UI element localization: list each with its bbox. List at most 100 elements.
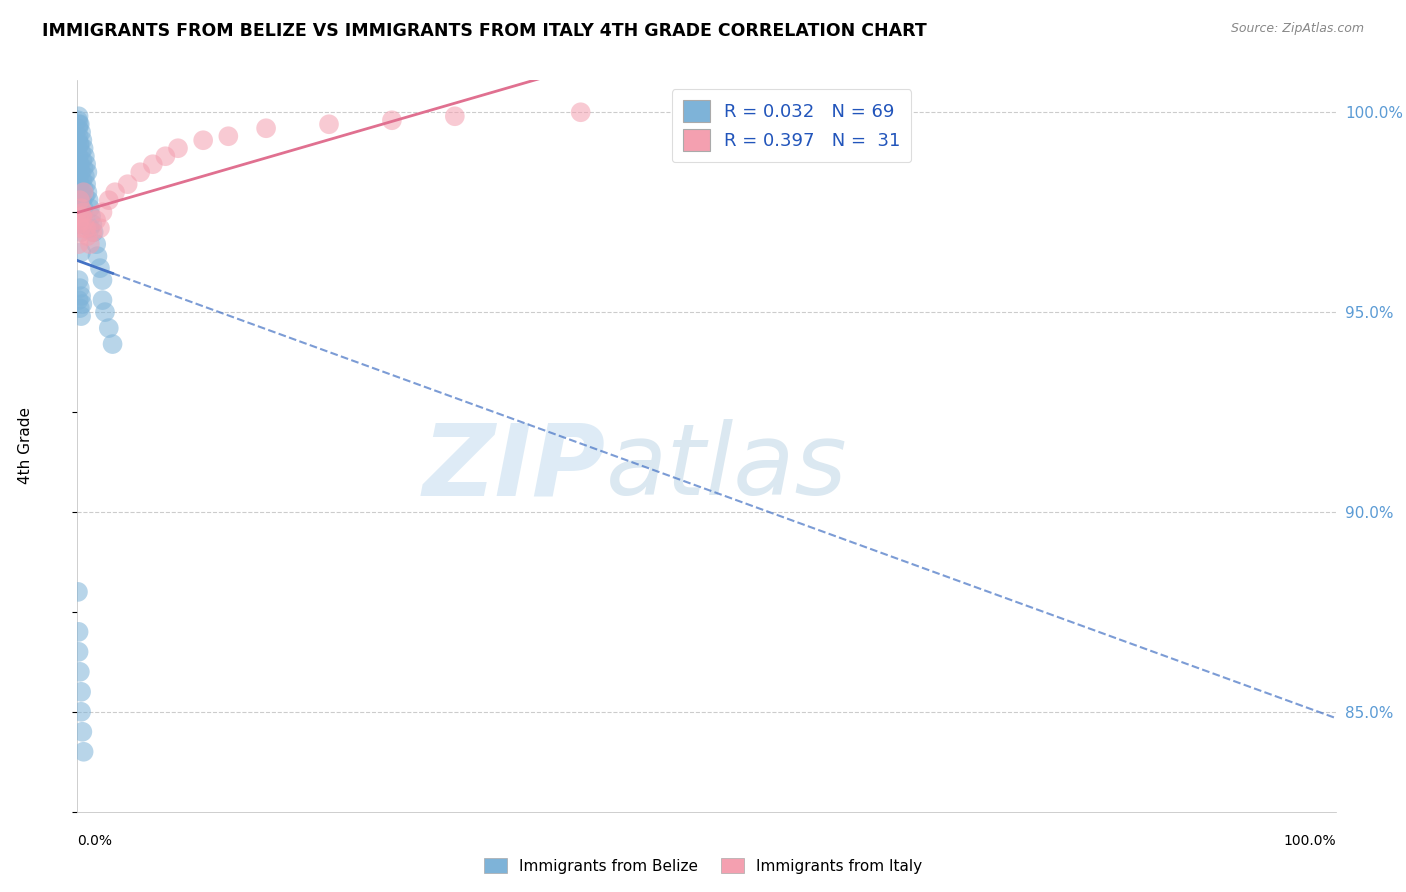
Point <box>72 209 94 223</box>
Point <box>318 117 340 131</box>
Point <box>79 201 101 215</box>
Point <box>67 109 90 123</box>
Point <box>70 125 93 139</box>
Point <box>67 217 90 231</box>
Point <box>101 337 124 351</box>
Point <box>79 221 101 235</box>
Point <box>82 225 104 239</box>
Point <box>67 137 90 152</box>
Point <box>69 213 91 227</box>
Point <box>73 213 96 227</box>
Point <box>70 685 93 699</box>
Point <box>72 181 94 195</box>
Point <box>69 157 91 171</box>
Point <box>69 665 91 679</box>
Point <box>69 178 91 192</box>
Point <box>104 185 127 199</box>
Point <box>191 133 215 147</box>
Point <box>73 149 96 163</box>
Point <box>70 309 93 323</box>
Point <box>80 209 103 223</box>
Point <box>76 185 98 199</box>
Point <box>94 305 117 319</box>
Point <box>77 193 100 207</box>
Point <box>72 201 94 215</box>
Point <box>66 585 89 599</box>
Text: 100.0%: 100.0% <box>1284 834 1336 848</box>
Point <box>69 301 91 315</box>
Point <box>117 178 139 192</box>
Point <box>69 137 91 152</box>
Point <box>444 109 467 123</box>
Point <box>72 297 94 311</box>
Point <box>167 141 190 155</box>
Point <box>66 113 89 128</box>
Point <box>69 281 91 295</box>
Point <box>67 645 90 659</box>
Point <box>97 321 120 335</box>
Text: 0.0%: 0.0% <box>77 834 112 848</box>
Text: Source: ZipAtlas.com: Source: ZipAtlas.com <box>1230 22 1364 36</box>
Point <box>91 205 114 219</box>
Point <box>70 145 93 160</box>
Point <box>67 129 90 144</box>
Point <box>97 193 120 207</box>
Point <box>69 193 91 207</box>
Text: atlas: atlas <box>606 419 848 516</box>
Point <box>84 213 107 227</box>
Point <box>72 185 94 199</box>
Point <box>67 293 90 307</box>
Point <box>69 217 91 231</box>
Point <box>70 245 93 260</box>
Point <box>70 201 93 215</box>
Text: IMMIGRANTS FROM BELIZE VS IMMIGRANTS FROM ITALY 4TH GRADE CORRELATION CHART: IMMIGRANTS FROM BELIZE VS IMMIGRANTS FRO… <box>42 22 927 40</box>
Point <box>217 129 239 144</box>
Point <box>67 169 90 184</box>
Point <box>89 261 111 276</box>
Point <box>70 205 93 219</box>
Point <box>73 189 96 203</box>
Point <box>381 113 404 128</box>
Point <box>76 165 98 179</box>
Point <box>70 221 93 235</box>
Point <box>67 117 90 131</box>
Point <box>70 289 93 303</box>
Point <box>75 178 97 192</box>
Point <box>72 724 94 739</box>
Legend: R = 0.032   N = 69, R = 0.397   N =  31: R = 0.032 N = 69, R = 0.397 N = 31 <box>672 89 911 162</box>
Point <box>72 193 94 207</box>
Point <box>69 117 91 131</box>
Point <box>72 205 94 219</box>
Point <box>72 141 94 155</box>
Point <box>79 237 101 252</box>
Point <box>67 273 90 287</box>
Point <box>82 217 104 231</box>
Point <box>569 105 592 120</box>
Point <box>86 249 108 263</box>
Point <box>89 221 111 235</box>
Legend: Immigrants from Belize, Immigrants from Italy: Immigrants from Belize, Immigrants from … <box>478 852 928 880</box>
Point <box>67 189 90 203</box>
Point <box>76 229 98 244</box>
Point <box>67 121 90 136</box>
Point <box>75 221 97 235</box>
Point <box>67 149 90 163</box>
Point <box>70 225 93 239</box>
Text: 4th Grade: 4th Grade <box>18 408 32 484</box>
Point <box>70 185 93 199</box>
Point <box>72 133 94 147</box>
Point <box>67 624 90 639</box>
Point <box>142 157 165 171</box>
Point <box>72 153 94 168</box>
Point <box>84 237 107 252</box>
Point <box>72 161 94 176</box>
Point <box>70 165 93 179</box>
Text: ZIP: ZIP <box>423 419 606 516</box>
Point <box>91 293 114 307</box>
Point <box>73 169 96 184</box>
Point <box>155 149 177 163</box>
Point <box>75 157 97 171</box>
Point <box>67 237 90 252</box>
Point <box>72 745 94 759</box>
Point <box>83 225 105 239</box>
